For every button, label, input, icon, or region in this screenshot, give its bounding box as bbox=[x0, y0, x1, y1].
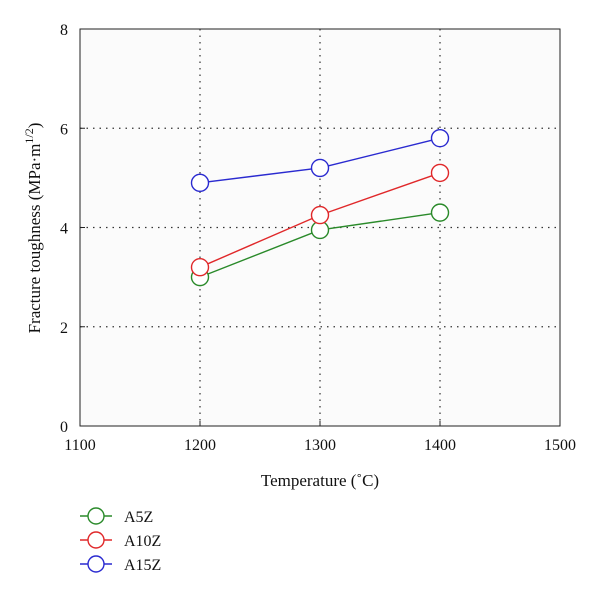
legend-item-a10z: A10Z bbox=[80, 531, 161, 550]
series-layer bbox=[190, 128, 450, 287]
y-axis: 0 2 4 6 8 bbox=[60, 22, 85, 436]
series-a10z bbox=[190, 163, 450, 277]
y-axis-title: Fracture toughness (MPa·m1/2) bbox=[22, 123, 44, 334]
legend-label: A5Z bbox=[124, 509, 153, 526]
y-tick-label: 4 bbox=[60, 221, 68, 238]
legend-marker bbox=[87, 531, 105, 549]
y-axis-title-close: ) bbox=[25, 123, 44, 129]
data-point-a10z bbox=[310, 205, 330, 225]
legend-marker bbox=[87, 555, 105, 573]
x-tick-label: 1300 bbox=[304, 437, 336, 454]
x-tick-label: 1200 bbox=[184, 437, 216, 454]
series-a15z bbox=[190, 128, 450, 193]
legend-label: A10Z bbox=[124, 533, 161, 550]
data-point-a15z bbox=[430, 128, 450, 148]
x-tick-label: 1500 bbox=[544, 437, 576, 454]
y-tick-label: 2 bbox=[60, 320, 68, 337]
y-tick-label: 0 bbox=[60, 419, 68, 436]
legend-item-a15z: A15Z bbox=[80, 555, 161, 574]
data-point-a10z bbox=[430, 163, 450, 183]
x-axis: 1100 1200 1300 1400 1500 bbox=[64, 421, 576, 454]
data-point-a10z bbox=[190, 258, 210, 277]
y-axis-title-sup: 1/2 bbox=[22, 128, 36, 143]
y-tick-label: 6 bbox=[60, 121, 68, 138]
legend-marker bbox=[87, 507, 105, 525]
grid bbox=[80, 29, 560, 426]
x-tick-label: 1400 bbox=[424, 437, 456, 454]
x-tick-label: 1100 bbox=[64, 437, 95, 454]
legend-item-a5z: A5Z bbox=[80, 507, 153, 526]
legend-label: A15Z bbox=[124, 557, 161, 574]
legend: A5Z A10Z A15Z bbox=[80, 507, 161, 574]
y-tick-label: 8 bbox=[60, 22, 68, 39]
y-axis-title-main: Fracture toughness (MPa·m bbox=[25, 144, 44, 334]
data-point-a15z bbox=[310, 158, 330, 178]
data-point-a15z bbox=[190, 173, 210, 193]
data-point-a5z bbox=[430, 203, 450, 222]
x-axis-title: Temperature (˚C) bbox=[261, 471, 379, 490]
